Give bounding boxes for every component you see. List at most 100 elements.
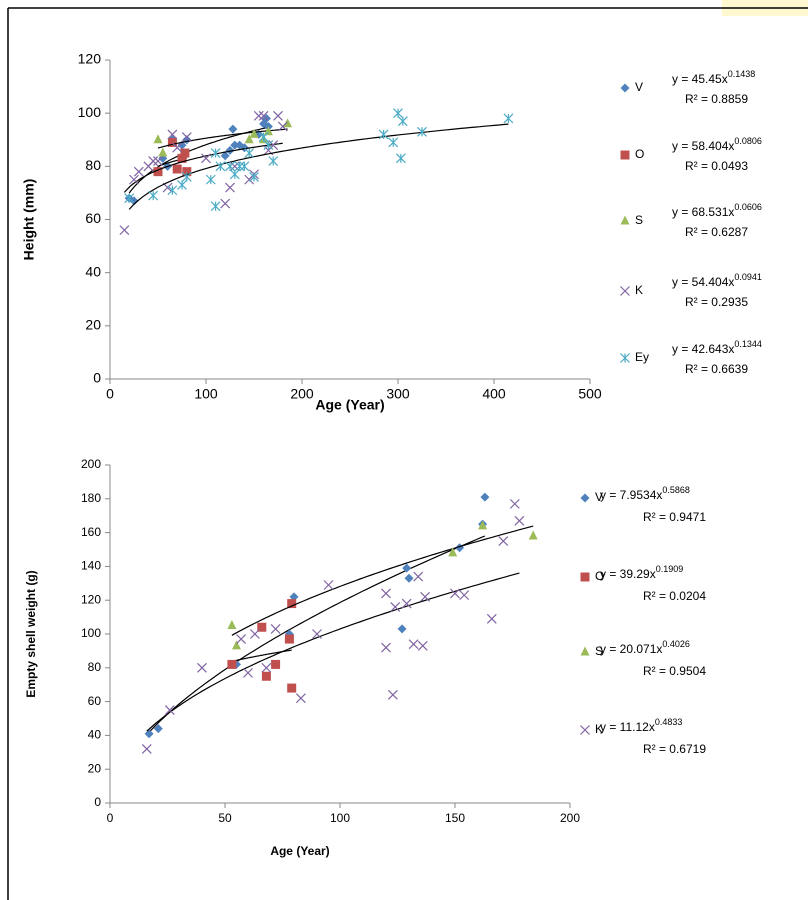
legend-marker <box>620 353 630 363</box>
x-tick-label: 500 <box>578 386 602 402</box>
r-squared: R² = 0.9471 <box>643 510 706 524</box>
x-tick-label: 400 <box>482 386 506 402</box>
equation-base: y = 39.29x <box>600 567 656 581</box>
y-tick-label: 120 <box>81 592 101 606</box>
equation: y = 45.45x0.1438 <box>672 69 755 86</box>
point <box>129 196 139 206</box>
point <box>244 148 255 158</box>
legend-label: O <box>635 147 644 161</box>
point <box>486 613 497 624</box>
point <box>243 667 253 678</box>
equation: y = 39.29x0.1909 <box>600 564 683 581</box>
y-tick-label: 180 <box>81 491 101 505</box>
point <box>249 629 260 639</box>
point <box>153 156 163 166</box>
trendline <box>146 572 520 732</box>
equation-exponent: 0.4026 <box>662 639 690 649</box>
equation-exponent: 0.1438 <box>728 69 756 79</box>
point <box>254 129 264 139</box>
equation-base: y = 20.071x <box>600 642 662 656</box>
legend-marker <box>620 286 630 296</box>
trendline <box>157 128 288 149</box>
point <box>215 161 226 172</box>
equation: y = 58.404x0.0806 <box>672 136 762 153</box>
point <box>402 563 412 573</box>
point <box>420 591 431 602</box>
r-squared: R² = 0.6719 <box>643 742 706 756</box>
point <box>277 121 288 132</box>
x-tick-label: 150 <box>445 811 465 825</box>
point <box>397 624 407 634</box>
trendline <box>128 123 509 210</box>
equation-base: y = 42.643x <box>672 342 734 356</box>
point <box>181 172 192 182</box>
point <box>177 180 187 190</box>
trendline <box>128 126 269 194</box>
x-tick-label: 200 <box>560 811 580 825</box>
legend-label: Ey <box>635 350 649 364</box>
x-axis-label: Age (Year) <box>270 844 329 858</box>
r-squared: R² = 0.2935 <box>685 295 748 309</box>
x-tick-label: 0 <box>107 811 114 825</box>
legend-label: V <box>635 80 643 94</box>
r-squared: R² = 0.6287 <box>685 225 748 239</box>
x-tick-label: 50 <box>218 811 232 825</box>
equation-exponent: 0.1344 <box>734 339 762 349</box>
point <box>244 134 254 144</box>
point <box>397 116 408 127</box>
point <box>390 602 401 612</box>
legend-marker <box>620 215 630 225</box>
y-tick-label: 140 <box>81 559 101 573</box>
point <box>158 147 168 157</box>
y-axis-label: Empty shell weight (g) <box>24 570 38 697</box>
point <box>167 185 178 196</box>
legend-label: K <box>635 283 643 297</box>
point <box>381 642 391 653</box>
point <box>227 620 237 630</box>
y-tick-label: 100 <box>81 626 101 640</box>
x-tick-label: 100 <box>194 386 218 402</box>
point <box>401 598 412 609</box>
point <box>273 110 283 121</box>
point <box>227 659 237 669</box>
r-squared: R² = 0.9504 <box>643 664 706 678</box>
legend-label: V <box>595 490 603 504</box>
point <box>201 153 211 164</box>
point <box>498 536 509 546</box>
x-tick-label: 0 <box>106 386 114 402</box>
legend-marker <box>580 646 590 656</box>
equation-base: y = 58.404x <box>672 139 734 153</box>
point <box>261 671 271 681</box>
r-squared: R² = 0.0493 <box>685 159 748 173</box>
y-tick-label: 60 <box>85 210 101 226</box>
x-tick-label: 200 <box>290 386 314 402</box>
point <box>503 113 514 124</box>
equation-exponent: 0.0941 <box>734 272 762 282</box>
point <box>270 624 281 634</box>
point <box>129 174 139 185</box>
point <box>263 140 274 150</box>
point <box>323 580 334 590</box>
trendline <box>123 142 283 193</box>
legend-label: K <box>595 722 603 736</box>
trendline <box>148 535 486 733</box>
point <box>287 683 297 693</box>
point <box>257 622 267 632</box>
point <box>177 153 187 163</box>
y-tick-label: 20 <box>88 761 102 775</box>
point <box>197 662 207 673</box>
point <box>225 182 235 193</box>
equation-exponent: 0.1909 <box>656 564 684 574</box>
point <box>180 148 190 158</box>
point <box>167 137 177 147</box>
equation: y = 54.404x0.0941 <box>672 272 762 289</box>
point <box>181 132 192 143</box>
y-tick-label: 40 <box>88 728 102 742</box>
point <box>295 693 306 704</box>
point <box>172 164 182 174</box>
point <box>459 590 470 601</box>
point <box>417 126 427 137</box>
point <box>228 124 238 134</box>
point <box>236 634 247 644</box>
